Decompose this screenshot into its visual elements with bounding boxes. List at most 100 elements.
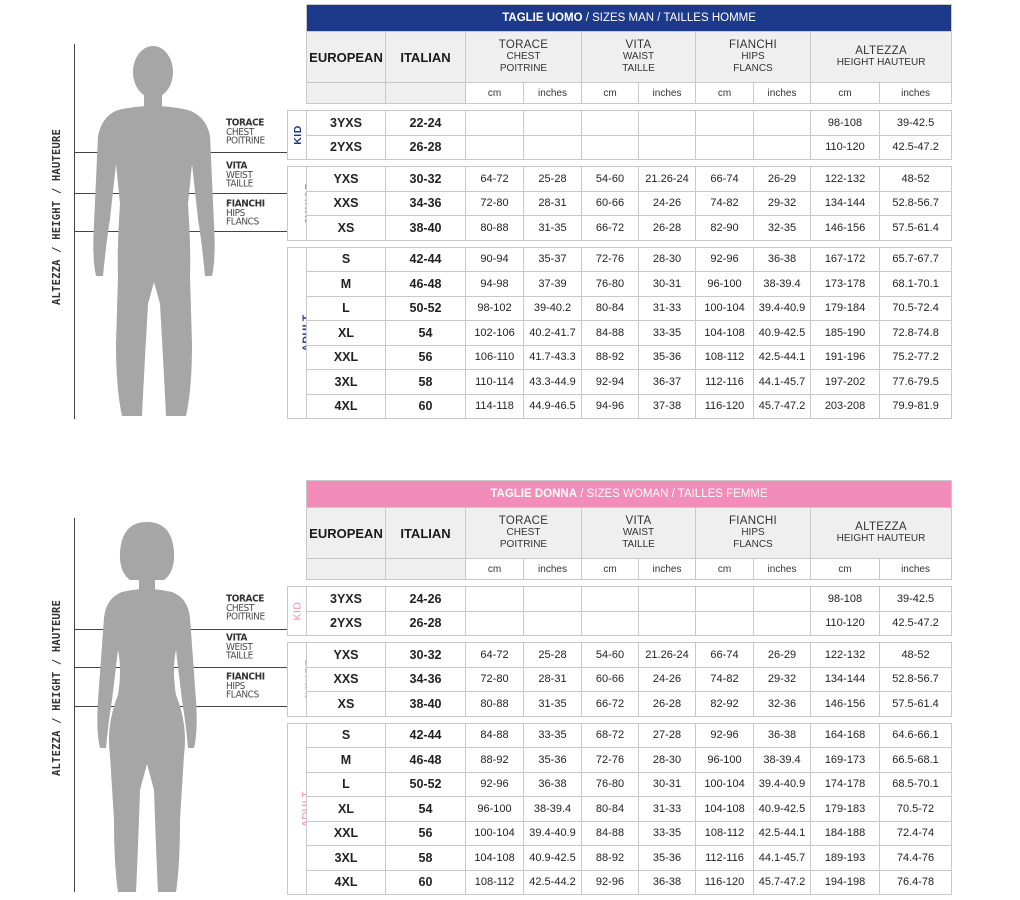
- measure-cell: 88-92: [581, 845, 639, 871]
- col-height: ALTEZZA HEIGHT HAUTEUR: [809, 507, 953, 559]
- measure-cell: 30-31: [638, 271, 696, 297]
- women-size-table: TAGLIE DONNA / SIZES WOMAN / TAILLES FEM…: [287, 480, 953, 895]
- measure-cell: 146-156: [810, 691, 880, 717]
- measure-cell: 36-38: [523, 771, 582, 797]
- measure-cell: 39-40.2: [523, 295, 582, 321]
- col-waist: VITA WAIST TAILLE: [581, 31, 696, 83]
- waist-label: VITA WEIST TAILLE: [226, 633, 253, 662]
- european-size: S: [306, 722, 386, 748]
- measure-cell: 108-112: [695, 820, 754, 846]
- measure-cell: 72-80: [465, 666, 524, 692]
- european-size: YXS: [306, 642, 386, 668]
- waist-label: VITA WEIST TAILLE: [226, 161, 253, 190]
- measure-cell: 37-39: [523, 271, 582, 297]
- measure-cell: 80-84: [581, 295, 639, 321]
- italian-size: 46-48: [385, 271, 466, 297]
- table-row: XXL 56 106-110 41.7-43.3 88-92 35-36 108-112 42…: [288, 344, 953, 370]
- measure-cell: 92-96: [695, 246, 754, 272]
- measure-cell: [695, 586, 754, 612]
- measure-cell: 173-178: [810, 271, 880, 297]
- measure-cell: 39.4-40.9: [523, 820, 582, 846]
- italian-size: 30-32: [385, 166, 466, 192]
- italian-size: 58: [385, 845, 466, 871]
- measure-cell: 36-37: [638, 369, 696, 395]
- measure-cell: 94-96: [581, 393, 639, 419]
- measure-cell: 100-104: [695, 771, 754, 797]
- table-row: ADULT S 42-44 90-94 35-37 72-76 28-30 92-96 36-3…: [287, 246, 953, 419]
- measure-cell: 28-31: [523, 190, 582, 216]
- measure-cell: 106-110: [465, 344, 524, 370]
- table-row: ADULT S 42-44 84-88 33-35 68-72 27-28 92-96 36-3…: [287, 722, 953, 895]
- measure-cell: 72-80: [465, 190, 524, 216]
- measure-cell: 72.4-74: [878, 820, 953, 846]
- measure-cell: [581, 110, 639, 136]
- measure-cell: 64-72: [465, 166, 524, 192]
- measure-cell: 60-66: [581, 190, 639, 216]
- measure-cell: 57.5-61.4: [878, 691, 953, 717]
- european-size: S: [306, 246, 386, 272]
- col-waist: VITA WAIST TAILLE: [581, 507, 696, 559]
- measure-cell: 40.9-42.5: [753, 796, 811, 822]
- table-row: JUNIOR YXS 30-32 64-72 25-28 54-60 21.26-24 66-…: [287, 166, 953, 241]
- measure-cell: [638, 610, 696, 636]
- measure-cell: 108-112: [695, 344, 754, 370]
- table-row: M 46-48 88-92 35-36 72-76 28-30 96-100 38-39.4 1…: [288, 747, 953, 773]
- italian-size: 50-52: [385, 771, 466, 797]
- measure-cell: 169-173: [810, 747, 880, 773]
- table-row: XL 54 96-100 38-39.4 80-84 31-33 104-108 40.9-4…: [288, 796, 953, 822]
- chest-label: TORACE CHEST POITRINE: [226, 594, 265, 623]
- italian-size: 38-40: [385, 215, 466, 241]
- measure-cell: 24-26: [638, 190, 696, 216]
- italian-size: 26-28: [385, 134, 466, 160]
- measure-cell: 43.3-44.9: [523, 369, 582, 395]
- measure-cell: 100-104: [465, 820, 524, 846]
- measure-cell: 110-120: [810, 610, 880, 636]
- european-size: 2YXS: [306, 134, 386, 160]
- measure-cell: 70.5-72: [878, 796, 953, 822]
- measure-cell: 33-35: [638, 320, 696, 346]
- measure-cell: 54-60: [581, 642, 639, 668]
- measure-cell: 92-96: [581, 869, 639, 895]
- measure-cell: 68-72: [581, 722, 639, 748]
- measure-cell: [523, 586, 582, 612]
- measure-cell: 66-72: [581, 691, 639, 717]
- units-row: cm inches cm inches cm inches cm inches: [287, 82, 953, 104]
- table-row: L 50-52 92-96 36-38 76-80 30-31 100-104 39.4-40…: [288, 771, 953, 797]
- measure-cell: 102-106: [465, 320, 524, 346]
- hips-line: [74, 706, 292, 707]
- table-row: 4XL 60 108-112 42.5-44.2 92-96 36-38 116-120 45…: [288, 869, 953, 895]
- col-hips: FIANCHI HIPS FLANCS: [695, 507, 811, 559]
- measure-cell: [753, 134, 811, 160]
- measure-cell: 96-100: [695, 271, 754, 297]
- measure-cell: 66-74: [695, 642, 754, 668]
- measure-cell: 179-184: [810, 295, 880, 321]
- measure-cell: [695, 110, 754, 136]
- measure-cell: 52.8-56.7: [878, 666, 953, 692]
- table-row: KID 3YXS 24-26 98-108 39-42.5: [287, 586, 953, 636]
- measure-cell: 40.9-42.5: [753, 320, 811, 346]
- measure-cell: 74.4-76: [878, 845, 953, 871]
- measure-cell: 29-32: [753, 190, 811, 216]
- women-rows: KID 3YXS 24-26 98-108 39-42.5 2YXS 26-28 110-12…: [287, 579, 953, 895]
- group-label: ADULT: [287, 722, 307, 895]
- european-size: XS: [306, 691, 386, 717]
- measure-cell: 72.8-74.8: [878, 320, 953, 346]
- european-size: XL: [306, 320, 386, 346]
- measure-cell: 66-72: [581, 215, 639, 241]
- measure-cell: 32-36: [753, 691, 811, 717]
- measure-cell: 75.2-77.2: [878, 344, 953, 370]
- measure-cell: 116-120: [695, 869, 754, 895]
- measure-cell: [465, 610, 524, 636]
- table-row: L 50-52 98-102 39-40.2 80-84 31-33 100-104 39.4…: [288, 295, 953, 321]
- table-row: 3XL 58 104-108 40.9-42.5 88-92 35-36 112-116 44…: [288, 845, 953, 871]
- european-size: L: [306, 771, 386, 797]
- units-row: cm inches cm inches cm inches cm inches: [287, 558, 953, 580]
- measure-cell: 84-88: [581, 820, 639, 846]
- european-size: M: [306, 271, 386, 297]
- measure-cell: [695, 610, 754, 636]
- measure-cell: 104-108: [695, 796, 754, 822]
- table-row: XL 54 102-106 40.2-41.7 84-88 33-35 104-108 40.…: [288, 320, 953, 346]
- measure-cell: 110-114: [465, 369, 524, 395]
- measure-cell: 66-74: [695, 166, 754, 192]
- italian-size: 50-52: [385, 295, 466, 321]
